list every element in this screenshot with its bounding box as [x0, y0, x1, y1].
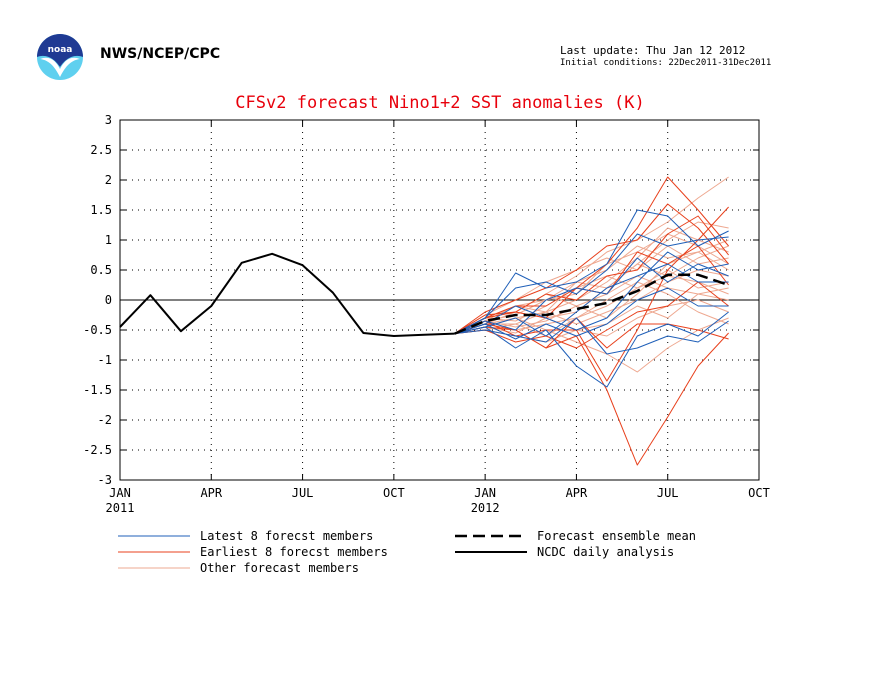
y-axis: -3 -2.5 -2 -1.5 -1 -0.5 0 0.5 1 1.5 2 2.5 3 [83, 113, 759, 487]
x-tick-label: OCT [383, 486, 405, 500]
y-tick-label: -3 [98, 473, 112, 487]
other-member-line [454, 233, 729, 335]
logo-dark-top [37, 34, 83, 67]
legend-label-mean: Forecast ensemble mean [537, 529, 696, 543]
y-tick-label: -1 [98, 353, 112, 367]
ensemble-mean-series [454, 273, 729, 335]
y-tick-label: 0 [105, 293, 112, 307]
y-tick-label: 2 [105, 173, 112, 187]
x-tick-year-label: 2012 [471, 501, 500, 515]
organization-label: NWS/NCEP/CPC [100, 46, 221, 62]
latest-member-line [454, 209, 729, 335]
noaa-logo: noaa [36, 33, 84, 81]
latest-member-line [454, 317, 729, 355]
y-tick-label: -2.5 [83, 443, 112, 457]
x-tick-label: JUL [292, 486, 314, 500]
y-tick-label: 1.5 [90, 203, 112, 217]
y-tick-label: -0.5 [83, 323, 112, 337]
x-tick-label: APR [200, 486, 222, 500]
legend: Latest 8 forecst members Earliest 8 forec… [118, 529, 696, 575]
other-member-line [454, 287, 729, 335]
analysis-line [119, 252, 455, 337]
x-tick-label: JAN [474, 486, 496, 500]
y-tick-label: 0.5 [90, 263, 112, 277]
chart-title: CFSv2 forecast Nino1+2 SST anomalies (K) [235, 93, 644, 113]
legend-label-analysis: NCDC daily analysis [537, 545, 674, 559]
y-tick-label: -1.5 [83, 383, 112, 397]
earliest-member-line [454, 323, 729, 466]
logo-bird [40, 57, 80, 77]
x-tick-label: JAN [109, 486, 131, 500]
earliest-forecast-members [454, 176, 729, 466]
x-tick-label: OCT [748, 486, 770, 500]
y-tick-label: 3 [105, 113, 112, 127]
latest-member-line [454, 251, 729, 335]
analysis-series [119, 252, 455, 337]
x-tick-year-label: 2011 [106, 501, 135, 515]
noaa-logo-icon: noaa [37, 34, 83, 80]
earliest-member-line [454, 215, 729, 335]
latest-member-line [454, 311, 729, 388]
earliest-member-line [454, 206, 729, 382]
legend-label-latest: Latest 8 forecst members [200, 529, 373, 543]
earliest-member-line [454, 281, 729, 349]
earliest-member-line [454, 203, 729, 335]
x-tick-label: JUL [657, 486, 679, 500]
latest-member-line [454, 287, 729, 340]
initial-conditions-label: Initial conditions: 22Dec2011-31Dec2011 [560, 58, 772, 68]
other-member-line [454, 221, 729, 335]
last-update-label: Last update: Thu Jan 12 2012 [560, 44, 746, 57]
y-tick-label: -2 [98, 413, 112, 427]
x-tick-label: APR [566, 486, 588, 500]
legend-label-other: Other forecast members [200, 561, 359, 575]
y-tick-label: 2.5 [90, 143, 112, 157]
y-tick-label: 1 [105, 233, 112, 247]
earliest-member-line [454, 317, 729, 349]
ensemble-mean-line [454, 273, 729, 335]
logo-text: noaa [48, 45, 73, 55]
latest-member-line [454, 263, 729, 337]
latest-forecast-members [454, 209, 729, 388]
legend-label-earliest: Earliest 8 forecst members [200, 545, 388, 559]
latest-member-line [454, 233, 729, 335]
